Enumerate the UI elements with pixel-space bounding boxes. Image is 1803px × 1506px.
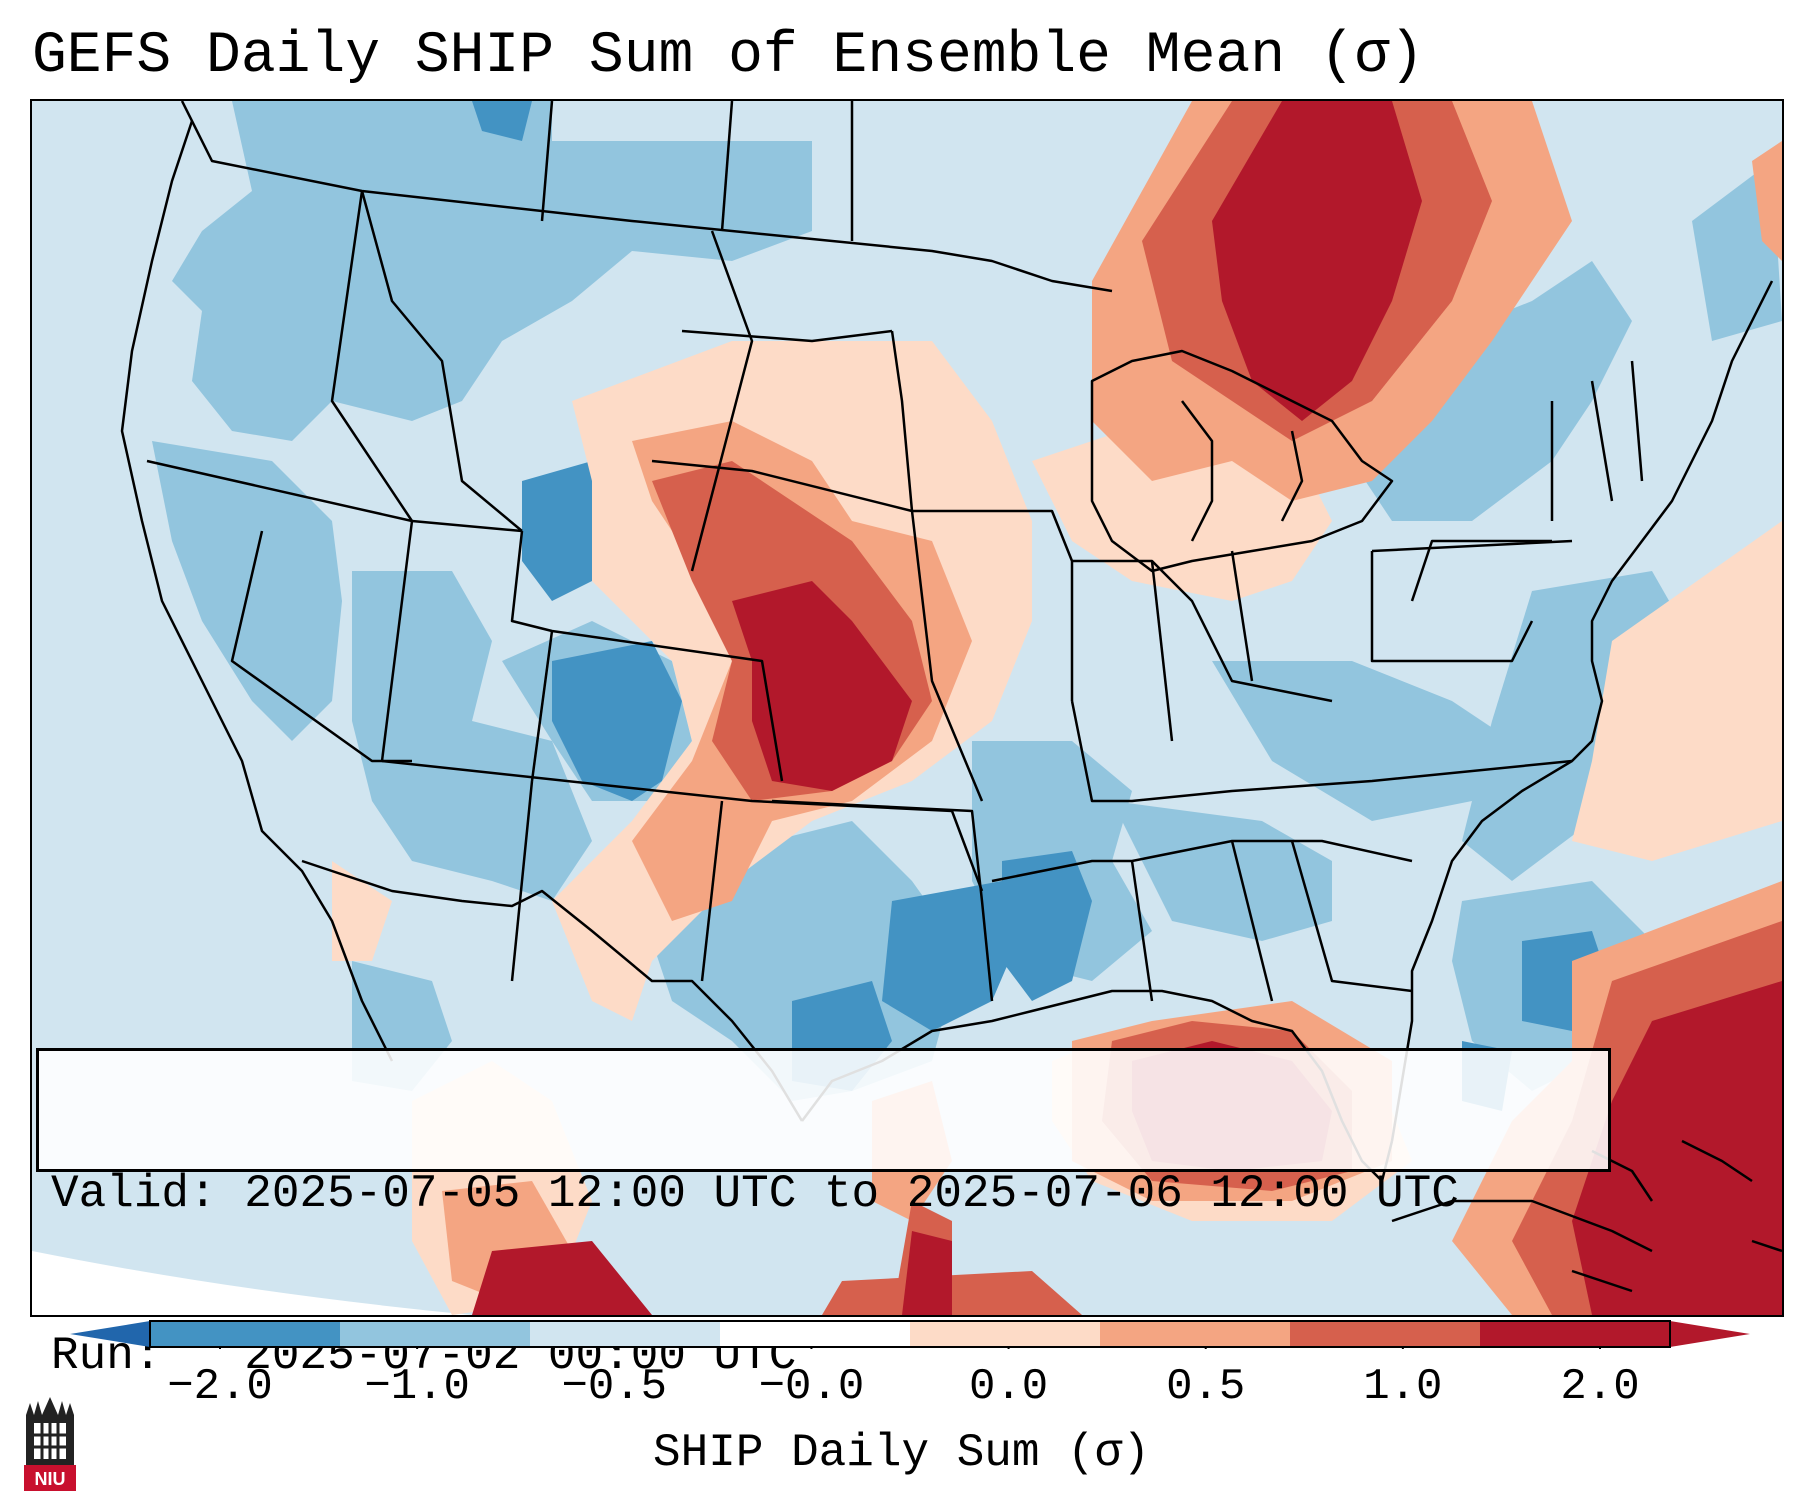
colorbar-segments — [150, 1321, 1670, 1347]
colorbar-tick-label: −2.0 — [167, 1362, 273, 1412]
colorbar-tick-label: −0.5 — [561, 1362, 668, 1412]
colorbar-tick-label: 0.0 — [968, 1362, 1049, 1412]
colorbar-label: SHIP Daily Sum (σ) — [653, 1427, 1150, 1479]
colorbar-tick-label: 1.0 — [1363, 1362, 1443, 1412]
colorbar-tick-label: 0.5 — [1166, 1362, 1246, 1412]
colorbar-tick-label: 2.0 — [1560, 1362, 1640, 1412]
valid-row: Valid: 2025-07-05 12:00 UTC to 2025-07-0… — [51, 1167, 1596, 1221]
valid-value: 2025-07-05 12:00 UTC to 2025-07-06 12:00… — [244, 1168, 1459, 1220]
colorbar-tick-label: −0.0 — [758, 1362, 865, 1412]
chart-title: GEFS Daily SHIP Sum of Ensemble Mean (σ) — [32, 24, 1425, 89]
outside-domain-area — [32, 1251, 473, 1315]
colorbar-segment — [910, 1321, 1100, 1347]
colorbar-segment — [1100, 1321, 1290, 1347]
colorbar-extend-low — [70, 1321, 150, 1347]
colorbar-segment — [530, 1321, 720, 1347]
colorbar-segment — [340, 1321, 530, 1347]
colorbar-extend-high — [1670, 1321, 1750, 1347]
colorbar-segment — [1290, 1321, 1480, 1347]
niu-logo: NIU — [24, 1397, 76, 1491]
colorbar-outline — [149, 1320, 1671, 1348]
colorbar-segment — [1480, 1321, 1670, 1347]
colorbar-segment — [720, 1321, 910, 1347]
colorbar-tick-marks — [219, 1347, 1601, 1349]
valid-label: Valid: — [51, 1168, 217, 1220]
valid-time-box: Valid: 2025-07-05 12:00 UTC to 2025-07-0… — [36, 1048, 1611, 1382]
niu-logo-text: NIU — [35, 1469, 66, 1489]
colorbar-tick-label: −1.0 — [364, 1362, 470, 1412]
state-boundaries — [120, 101, 1774, 1183]
colorbar-segment — [150, 1321, 340, 1347]
colorbar — [70, 1320, 1750, 1349]
